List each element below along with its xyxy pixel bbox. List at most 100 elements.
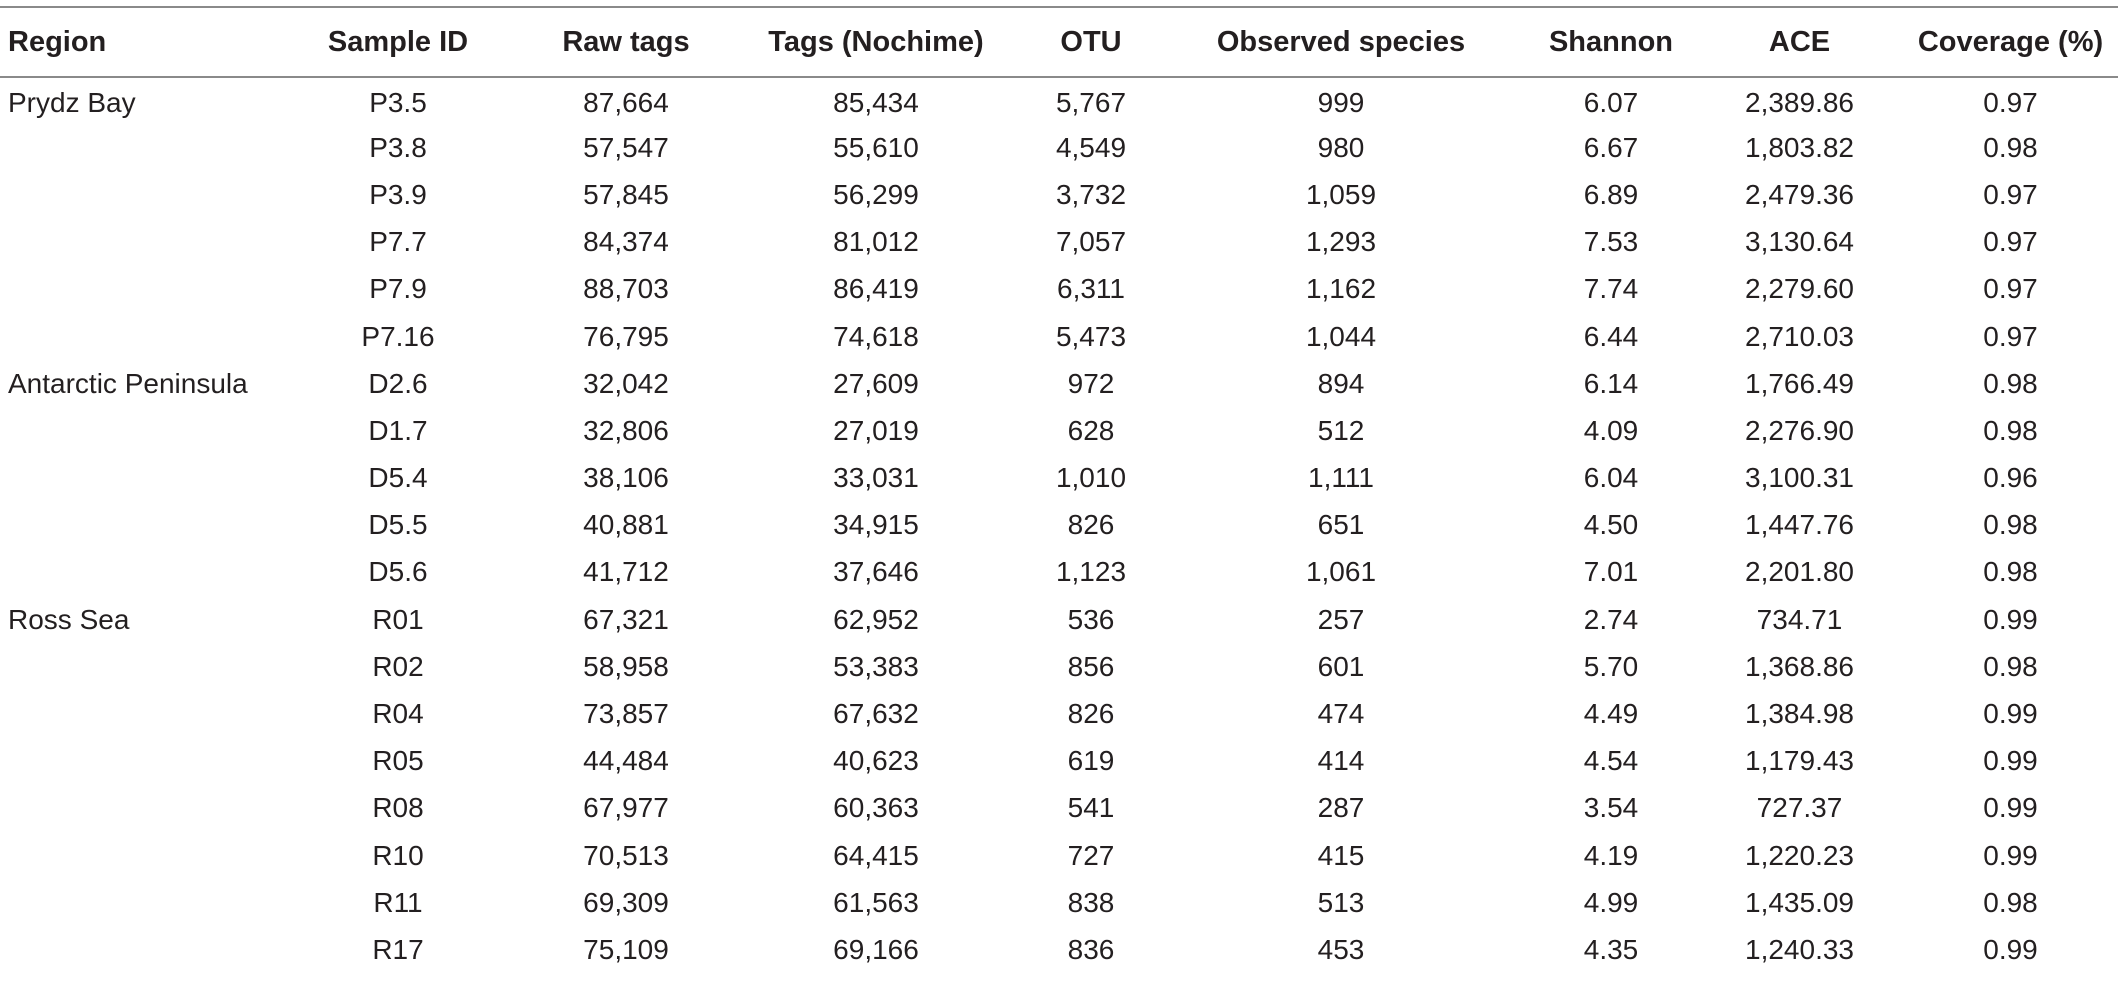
cell-coverage: 0.97: [1983, 178, 2038, 210]
cell-observed-species: 414: [1317, 745, 1365, 777]
cell-observed-species: 1,044: [1305, 320, 1377, 352]
table-row: D5.4 38,106 33,031 1,010 1,111 6.04 3,100.31 0.…: [0, 455, 2118, 502]
cell-otu: 727: [1067, 839, 1115, 871]
cell-otu: 826: [1067, 509, 1115, 541]
cell-region: [0, 832, 270, 879]
cell-raw-tags: 67,321: [583, 603, 669, 635]
cell-ace: 1,368.86: [1745, 650, 1854, 682]
cell-tags-nochime: 62,952: [833, 603, 919, 635]
cell-raw-tags: 88,703: [583, 273, 669, 305]
cell-ace: 2,276.90: [1745, 414, 1854, 446]
cell-tags-nochime: 33,031: [833, 462, 919, 494]
cell-ace: 1,766.49: [1745, 367, 1854, 399]
cell-coverage: 0.99: [1983, 839, 2038, 871]
header-coverage: Coverage (%): [1903, 6, 2118, 78]
cell-observed-species: 1,162: [1305, 273, 1377, 305]
cell-sample-id: D5.6: [368, 556, 428, 588]
cell-ace: 2,710.03: [1745, 320, 1854, 352]
table-row: R11 69,309 61,563 838 513 4.99 1,435.09 0.98: [0, 879, 2118, 926]
cell-region: [0, 124, 270, 171]
cell-ace: 2,279.60: [1745, 273, 1854, 305]
table-row: P3.9 57,845 56,299 3,732 1,059 6.89 2,479.36 0.…: [0, 171, 2118, 218]
cell-ace: 734.71: [1756, 603, 1843, 635]
cell-sample-id: D1.7: [368, 414, 428, 446]
cell-tags-nochime: 56,299: [833, 178, 919, 210]
cell-observed-species: 257: [1317, 603, 1365, 635]
cell-sample-id: P3.9: [369, 178, 427, 210]
table-header: Region Sample ID Raw tags Tags (Nochime)…: [0, 6, 2118, 78]
cell-region: [0, 926, 270, 973]
cell-coverage: 0.98: [1983, 367, 2038, 399]
cell-coverage: 0.97: [1983, 320, 2038, 352]
cell-shannon: 3.54: [1583, 792, 1639, 824]
cell-otu: 7,057: [1055, 226, 1127, 258]
cell-tags-nochime: 86,419: [833, 273, 919, 305]
cell-tags-nochime: 40,623: [833, 745, 919, 777]
cell-otu: 826: [1067, 698, 1115, 730]
table-row: Ross Sea R01 67,321 62,952 536 257 2.74 734.71 0…: [0, 596, 2118, 643]
header-region: Region: [0, 6, 270, 78]
cell-raw-tags: 32,042: [583, 367, 669, 399]
cell-otu: 541: [1067, 792, 1115, 824]
cell-raw-tags: 58,958: [583, 650, 669, 682]
sample-statistics-table: Region Sample ID Raw tags Tags (Nochime)…: [0, 6, 2118, 974]
cell-ace: 2,389.86: [1745, 87, 1854, 119]
cell-ace: 3,100.31: [1745, 462, 1854, 494]
cell-tags-nochime: 67,632: [833, 698, 919, 730]
cell-shannon: 4.50: [1583, 509, 1639, 541]
cell-observed-species: 894: [1317, 367, 1365, 399]
cell-shannon: 4.09: [1583, 414, 1639, 446]
cell-ace: 1,384.98: [1745, 698, 1854, 730]
cell-ace: 727.37: [1756, 792, 1843, 824]
cell-raw-tags: 38,106: [583, 462, 669, 494]
cell-sample-id: P3.8: [369, 131, 427, 163]
cell-shannon: 7.53: [1583, 226, 1639, 258]
table-row: P3.8 57,547 55,610 4,549 980 6.67 1,803.82 0.98: [0, 124, 2118, 171]
cell-tags-nochime: 85,434: [833, 87, 919, 119]
cell-otu: 972: [1067, 367, 1115, 399]
cell-region: [0, 171, 270, 218]
cell-sample-id: P3.5: [369, 87, 427, 119]
cell-shannon: 6.04: [1583, 462, 1639, 494]
cell-ace: 2,479.36: [1745, 178, 1854, 210]
cell-raw-tags: 73,857: [583, 698, 669, 730]
cell-sample-id: P7.16: [361, 320, 435, 352]
cell-observed-species: 1,111: [1308, 462, 1374, 494]
cell-coverage: 0.98: [1983, 886, 2038, 918]
table-row: D5.6 41,712 37,646 1,123 1,061 7.01 2,201.80 0.…: [0, 549, 2118, 596]
cell-tags-nochime: 64,415: [833, 839, 919, 871]
table-row: R02 58,958 53,383 856 601 5.70 1,368.86 0.98: [0, 643, 2118, 690]
cell-ace: 1,803.82: [1745, 131, 1854, 163]
cell-observed-species: 474: [1317, 698, 1365, 730]
cell-tags-nochime: 27,609: [833, 367, 919, 399]
cell-region: [0, 502, 270, 549]
cell-coverage: 0.99: [1983, 933, 2038, 965]
cell-coverage: 0.99: [1983, 698, 2038, 730]
cell-sample-id: R08: [372, 792, 424, 824]
cell-sample-id: D5.5: [368, 509, 428, 541]
table-row: R08 67,977 60,363 541 287 3.54 727.37 0.99: [0, 785, 2118, 832]
cell-shannon: 6.44: [1583, 320, 1639, 352]
cell-shannon: 4.49: [1583, 698, 1639, 730]
cell-region: Antarctic Peninsula: [8, 367, 248, 399]
table-row: P7.7 84,374 81,012 7,057 1,293 7.53 3,130.64 0.…: [0, 219, 2118, 266]
cell-sample-id: D5.4: [368, 462, 428, 494]
cell-otu: 1,123: [1055, 556, 1127, 588]
table-row: R17 75,109 69,166 836 453 4.35 1,240.33 0.99: [0, 926, 2118, 973]
cell-sample-id: R05: [372, 745, 424, 777]
cell-ace: 1,240.33: [1745, 933, 1854, 965]
cell-observed-species: 287: [1317, 792, 1365, 824]
cell-tags-nochime: 74,618: [833, 320, 919, 352]
header-row: Region Sample ID Raw tags Tags (Nochime)…: [0, 6, 2118, 78]
cell-raw-tags: 67,977: [583, 792, 669, 824]
header-shannon: Shannon: [1526, 6, 1696, 78]
cell-region: Prydz Bay: [8, 87, 136, 119]
cell-otu: 5,473: [1055, 320, 1127, 352]
cell-otu: 1,010: [1055, 462, 1127, 494]
cell-ace: 1,447.76: [1745, 509, 1854, 541]
cell-coverage: 0.98: [1983, 509, 2038, 541]
cell-region: [0, 785, 270, 832]
table-row: R04 73,857 67,632 826 474 4.49 1,384.98 0.99: [0, 690, 2118, 737]
cell-otu: 5,767: [1055, 87, 1127, 119]
